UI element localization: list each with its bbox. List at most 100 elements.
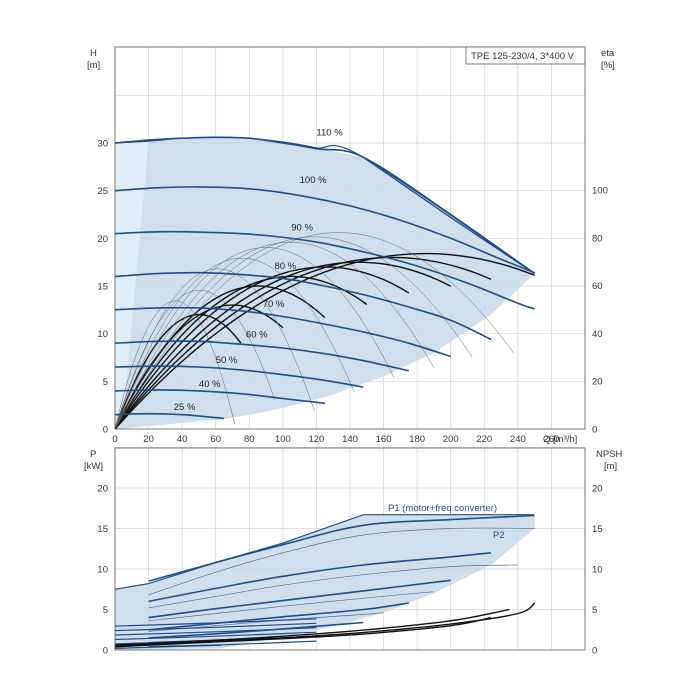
power-chart: P [kW] NPSH [m] P1 (motor+freq.converter… xyxy=(84,447,623,657)
y-right-tick-100: 100 xyxy=(592,186,608,197)
npsh-tick-15: 15 xyxy=(592,524,603,535)
p1-curve-0 xyxy=(148,514,535,582)
x-tick-60: 60 xyxy=(210,434,221,445)
npsh-curves xyxy=(114,602,536,648)
p2-curve-0 xyxy=(148,527,535,596)
speed-label-1: 100 % xyxy=(300,175,327,186)
head-ticks: 0 20 40 60 80 100 120 140 160 180 200 220 240 2600510… xyxy=(97,139,607,446)
p-tick-10: 10 xyxy=(97,565,108,576)
npsh-label: NPSH xyxy=(596,449,623,460)
x-tick-220: 220 xyxy=(476,434,492,445)
x-tick-80: 80 xyxy=(244,434,255,445)
eta-iso-5 xyxy=(114,241,435,430)
x-tick-120: 120 xyxy=(308,434,324,445)
y-right-tick-80: 80 xyxy=(592,233,603,244)
x-tick-260: 260 xyxy=(543,434,559,445)
eta-iso-1 xyxy=(114,289,275,430)
y-left-unit: [m] xyxy=(87,60,100,71)
x-tick-20: 20 xyxy=(143,434,154,445)
p1-curve-3 xyxy=(148,602,409,631)
p-tick-0: 0 xyxy=(103,646,108,657)
p-tick-20: 20 xyxy=(97,484,108,495)
eta-curve-0 xyxy=(114,313,242,430)
eta-iso-7 xyxy=(114,232,514,430)
envelope-area xyxy=(115,137,535,430)
y-right-label: eta xyxy=(601,48,615,59)
x-tick-240: 240 xyxy=(510,434,526,445)
speed-curve-7 xyxy=(114,389,325,405)
y-left-tick-25: 25 xyxy=(97,186,108,197)
p-low-curve-3 xyxy=(114,627,317,636)
p-tick-5: 5 xyxy=(103,605,108,616)
x-tick-180: 180 xyxy=(409,434,425,445)
p-label: P xyxy=(90,449,96,460)
npsh-tick-10: 10 xyxy=(592,565,603,576)
speed-curve-1 xyxy=(114,186,535,274)
x-tick-140: 140 xyxy=(342,434,358,445)
legend-p1: P1 (motor+freq.converter) xyxy=(388,503,497,514)
p2-curve-1 xyxy=(148,564,518,609)
speed-label-0: 110 % xyxy=(316,127,343,138)
y-right-tick-40: 40 xyxy=(592,329,603,340)
x-tick-100: 100 xyxy=(275,434,291,445)
npsh-curve-1 xyxy=(114,608,510,646)
npsh-curve-0 xyxy=(114,602,536,647)
speed-label-6: 50 % xyxy=(216,355,238,366)
speed-curve-6 xyxy=(114,365,364,388)
p-unit: [kW] xyxy=(84,461,103,472)
power-ticks: 0 5 10 15 20 0 5 10 15 20 xyxy=(97,484,602,657)
p1-curve-1 xyxy=(148,552,492,603)
p1-curve-4 xyxy=(148,621,364,639)
speed-curve-labels: 110 % 100 % 90 % 80 % 70 % 60 % 50 % 40 % 25 % xyxy=(174,127,343,413)
y-left-tick-10: 10 xyxy=(97,329,108,340)
speed-label-5: 60 % xyxy=(246,329,268,340)
npsh-curve-2 xyxy=(114,616,492,648)
speed-curve-8 xyxy=(114,412,225,420)
y-left-tick-15: 15 xyxy=(97,282,108,293)
speed-curves xyxy=(114,136,536,420)
speed-label-8: 25 % xyxy=(174,402,196,413)
npsh-tick-5: 5 xyxy=(592,605,597,616)
x-tick-160: 160 xyxy=(376,434,392,445)
y-right-tick-0: 0 xyxy=(592,425,597,436)
p-low-curve-4 xyxy=(114,622,317,632)
speed-label-2: 90 % xyxy=(291,223,313,234)
speed-curve-4 xyxy=(114,306,451,358)
legend-p2: P2 xyxy=(493,530,505,541)
speed-label-7: 40 % xyxy=(199,379,221,390)
power-envelope-top-line xyxy=(114,514,535,590)
npsh-tick-20: 20 xyxy=(592,484,603,495)
eta-curve-3 xyxy=(114,275,368,430)
speed-curve-2 xyxy=(114,230,535,310)
eta-curve-1 xyxy=(114,304,284,430)
power-envelope xyxy=(114,514,535,650)
eta-iso-4 xyxy=(114,247,395,430)
x-tick-40: 40 xyxy=(177,434,188,445)
speed-curve-0 xyxy=(114,136,536,275)
envelope-edge-band xyxy=(115,141,149,430)
chart-title: TPE 125-230/4, 3*400 V xyxy=(471,51,575,62)
p-low-curve-0 xyxy=(114,640,317,649)
p-low-curve-5 xyxy=(114,618,317,627)
head-chart: TPE 125-230/4, 3*400 V H [m] eta [%] Q [… xyxy=(87,46,615,446)
y-right-tick-60: 60 xyxy=(592,281,603,292)
eta-curve-6 xyxy=(114,256,492,430)
y-left-tick-0: 0 xyxy=(103,425,108,436)
eta-iso-3 xyxy=(114,257,355,430)
p2-curve-2 xyxy=(148,591,434,622)
npsh-tick-0: 0 xyxy=(592,646,597,657)
p1-curve-2 xyxy=(148,579,451,619)
p-tick-15: 15 xyxy=(97,524,108,535)
x-tick-0: 0 xyxy=(112,434,117,445)
speed-curve-3 xyxy=(114,271,492,341)
eta-iso-0 xyxy=(114,300,235,430)
npsh-unit: [m] xyxy=(604,461,617,472)
envelope-right-line xyxy=(363,156,535,275)
x-tick-200: 200 xyxy=(443,434,459,445)
eta-curve-7 xyxy=(114,252,535,430)
y-left-tick-30: 30 xyxy=(97,139,108,150)
power-envelope-area xyxy=(115,514,535,650)
x-axis-label: Q [m³/h] xyxy=(543,434,577,445)
p-low-curve-2 xyxy=(114,631,317,641)
